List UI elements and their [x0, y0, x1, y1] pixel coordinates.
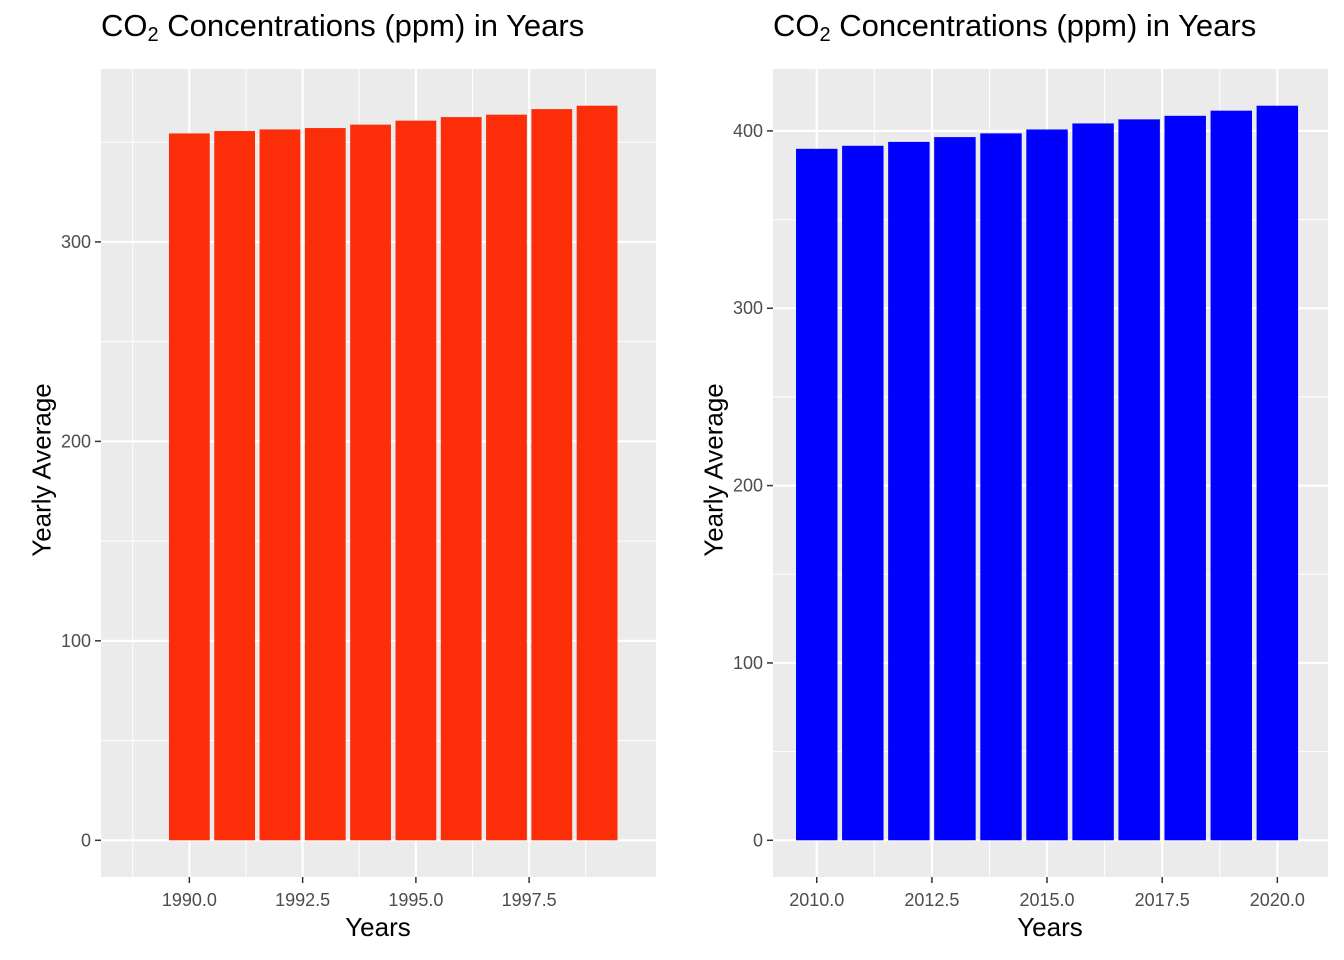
chart-title: CO2 Concentrations (ppm) in Years: [773, 8, 1257, 46]
bar-2016: [1072, 123, 1114, 841]
x-tick-label: 2015.0: [1020, 890, 1075, 910]
bar-1997: [486, 114, 527, 841]
chart-panel-1990s: CO2 Concentrations (ppm) in Years 1990.0…: [26, 8, 656, 942]
bar-1996: [440, 117, 482, 841]
y-tick-label: 300: [61, 232, 91, 252]
y-tick-label: 200: [733, 476, 763, 496]
y-tick-label: 100: [61, 631, 91, 651]
y-tick-label: 200: [61, 431, 91, 451]
bar-2015: [1026, 129, 1068, 841]
bar-1993: [304, 128, 346, 841]
bar-1998: [531, 109, 573, 841]
y-axis-label: Yearly Average: [26, 383, 57, 557]
bar-1992: [259, 129, 301, 841]
bar-2019: [1210, 110, 1253, 841]
bar-1995: [395, 120, 437, 841]
bar-1994: [350, 124, 391, 841]
bar-chart-2010s: 2010.0 2012.5 2015.0 2017.5 2020.0 0 100 200 300…: [733, 69, 1328, 910]
bar-chart-1990s: 1990.0 1992.5 1995.0 1997.5 0 100 200 300: [61, 69, 656, 910]
bar-2017: [1118, 119, 1160, 841]
x-tick-label: 2017.5: [1135, 890, 1190, 910]
x-tick-label: 2020.0: [1250, 890, 1305, 910]
x-tick-label: 1997.5: [502, 890, 557, 910]
y-tick-label: 0: [753, 830, 763, 850]
x-tick-label: 1990.0: [162, 890, 217, 910]
x-tick-label: 1995.0: [388, 890, 443, 910]
bar-2010: [796, 148, 838, 841]
y-tick-label: 0: [81, 830, 91, 850]
y-axis-label: Yearly Average: [698, 383, 729, 557]
bar-1999: [576, 105, 618, 841]
bar-2013: [934, 137, 976, 841]
x-axis-label: Years: [1017, 912, 1083, 942]
y-tick-label: 300: [733, 298, 763, 318]
bar-2011: [842, 145, 884, 841]
x-tick-label: 2010.0: [789, 890, 844, 910]
chart-title: CO2 Concentrations (ppm) in Years: [101, 8, 585, 46]
bar-1991: [214, 131, 256, 841]
chart-panel-2010s: CO2 Concentrations (ppm) in Years 2010.0…: [672, 0, 1344, 960]
bar-2020: [1256, 105, 1299, 841]
x-tick-label: 1992.5: [275, 890, 330, 910]
y-tick-label: 400: [733, 121, 763, 141]
x-axis-label: Years: [345, 912, 411, 942]
x-tick-label: 2012.5: [904, 890, 959, 910]
bar-2014: [980, 133, 1022, 841]
bar-2012: [888, 141, 930, 841]
bar-2018: [1164, 115, 1206, 841]
bar-1990: [168, 133, 210, 841]
y-tick-label: 100: [733, 653, 763, 673]
